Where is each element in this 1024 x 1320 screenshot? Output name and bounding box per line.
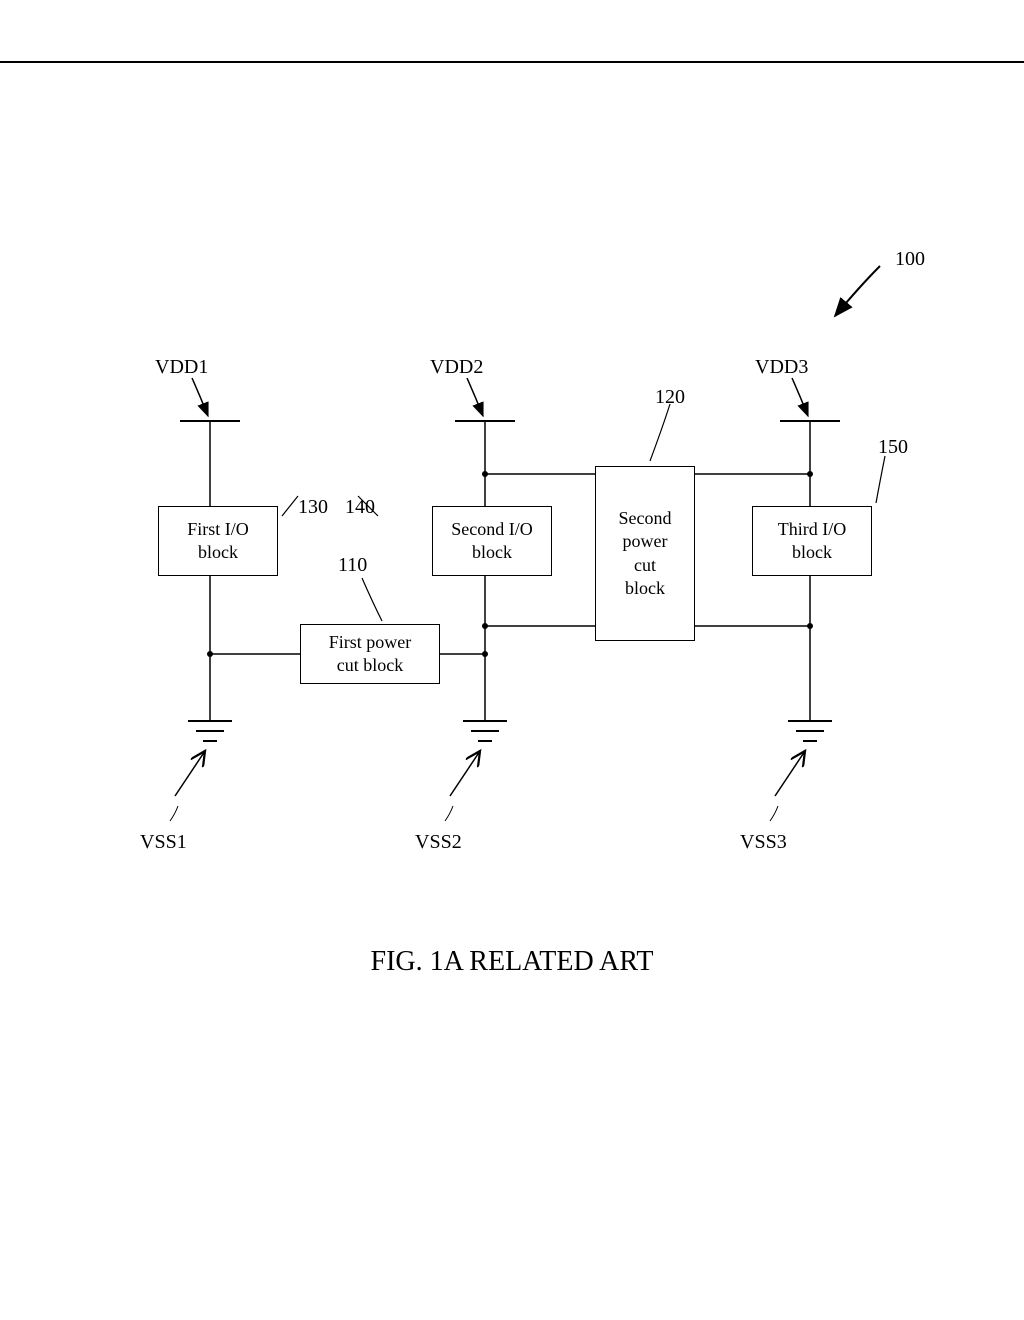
label-vss3: VSS3: [740, 831, 787, 854]
ground-vss3: [788, 721, 832, 741]
second-power-line3: cut: [634, 554, 656, 577]
second-power-cut-block: Second power cut block: [595, 466, 695, 641]
third-io-line2: block: [792, 541, 832, 564]
first-io-line1: First I/O: [187, 518, 249, 541]
ground-vss1: [188, 721, 232, 741]
ref-140: 140: [345, 496, 375, 519]
first-io-block: First I/O block: [158, 506, 278, 576]
second-io-line1: Second I/O: [451, 518, 532, 541]
first-power-cut-block: First power cut block: [300, 624, 440, 684]
ref-100: 100: [895, 248, 925, 271]
label-vdd3: VDD3: [755, 356, 808, 379]
diagram-svg: [0, 0, 1024, 1296]
ground-vss2: [463, 721, 507, 741]
second-power-line2: power: [623, 530, 668, 553]
label-vss2: VSS2: [415, 831, 462, 854]
third-io-line1: Third I/O: [778, 518, 846, 541]
third-io-block: Third I/O block: [752, 506, 872, 576]
label-vdd1: VDD1: [155, 356, 208, 379]
ref-130: 130: [298, 496, 328, 519]
figure-caption: FIG. 1A RELATED ART: [0, 946, 1024, 978]
second-power-line1: Second: [619, 507, 672, 530]
ref-110: 110: [338, 554, 367, 577]
second-power-line4: block: [625, 577, 665, 600]
label-vdd2: VDD2: [430, 356, 483, 379]
second-io-line2: block: [472, 541, 512, 564]
first-io-line2: block: [198, 541, 238, 564]
ref-120: 120: [655, 386, 685, 409]
ref-150: 150: [878, 436, 908, 459]
label-vss1: VSS1: [140, 831, 187, 854]
second-io-block: Second I/O block: [432, 506, 552, 576]
first-power-line2: cut block: [337, 654, 403, 677]
diagram: 100 VDD1 VDD2 VDD3 120 150 130 140 110 F…: [0, 0, 1024, 1296]
first-power-line1: First power: [329, 631, 412, 654]
